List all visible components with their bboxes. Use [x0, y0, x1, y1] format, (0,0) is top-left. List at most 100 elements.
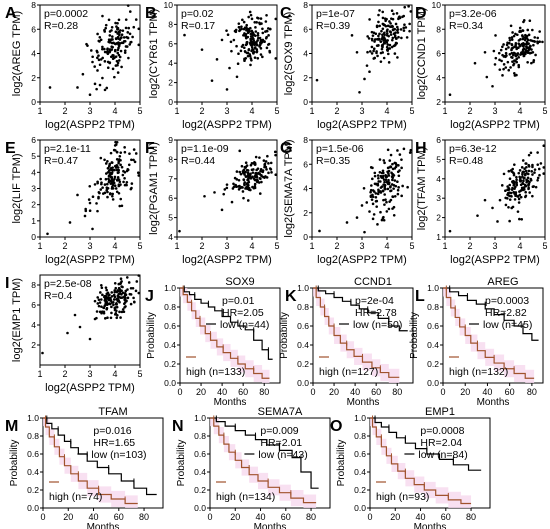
data-point — [517, 56, 520, 59]
y-tick-label: 0 — [31, 232, 36, 242]
x-tick-label: 40 — [350, 387, 360, 397]
data-point — [128, 152, 131, 155]
data-point — [101, 45, 104, 49]
data-point — [116, 294, 120, 298]
y-tick-label: 4 — [436, 73, 441, 83]
data-point — [235, 44, 238, 48]
y-axis-label: Probability — [336, 440, 347, 487]
data-point — [531, 163, 534, 167]
data-point — [408, 29, 411, 33]
stat-label: HR=1.65 — [93, 437, 135, 449]
data-point — [118, 180, 122, 184]
data-point — [118, 33, 121, 37]
data-point — [128, 10, 132, 13]
data-point — [137, 274, 141, 277]
data-point — [117, 171, 120, 174]
data-point — [387, 178, 390, 182]
data-point — [386, 47, 390, 51]
data-point — [105, 189, 108, 192]
data-point — [225, 29, 228, 32]
data-point — [365, 201, 369, 204]
data-point — [388, 20, 391, 23]
data-point — [408, 22, 411, 26]
data-point — [110, 311, 113, 315]
data-point — [103, 158, 106, 162]
data-point — [250, 46, 254, 49]
data-point — [520, 186, 524, 190]
data-point — [114, 37, 118, 40]
data-point — [255, 178, 259, 182]
data-point — [101, 56, 104, 60]
low-survival-curve — [210, 417, 319, 489]
data-point — [527, 186, 530, 190]
data-point — [108, 162, 112, 166]
data-point — [372, 31, 376, 35]
data-point — [110, 26, 114, 29]
data-point — [387, 34, 390, 38]
data-point — [518, 43, 521, 47]
data-point — [253, 182, 257, 186]
data-point — [368, 18, 371, 21]
y-tick-label: 0.2 — [194, 485, 206, 495]
panel-j: J 0 20 40 60 80 0.0 0.2 0.4 0.6 0.8 1.0 Months Probab… — [145, 276, 281, 408]
data-point — [232, 38, 236, 42]
data-point — [84, 207, 87, 211]
data-point — [409, 148, 413, 152]
data-point — [96, 56, 99, 60]
data-point — [502, 172, 506, 176]
data-point — [531, 165, 534, 169]
x-tick-label: 20 — [196, 387, 206, 397]
data-point — [391, 38, 394, 42]
data-point — [396, 188, 400, 192]
data-point — [237, 26, 241, 29]
data-point — [97, 58, 101, 62]
data-point — [534, 185, 538, 189]
data-point — [403, 5, 407, 9]
data-point — [126, 296, 130, 300]
data-point — [135, 280, 139, 283]
panel-b: B 1 2 3 4 5 0 2 4 6 8 10 log2(ASPP2 TPM) log2(CYR61 T… — [145, 0, 280, 131]
data-point — [518, 175, 521, 179]
legend-low: low (n=103) — [91, 449, 146, 461]
data-point — [106, 291, 110, 295]
x-tick-label: 20 — [63, 512, 73, 522]
data-point — [114, 187, 118, 190]
data-point — [242, 168, 246, 172]
data-point — [105, 86, 109, 90]
data-point — [126, 288, 129, 291]
panel-letter: F — [145, 140, 155, 157]
data-point — [508, 36, 511, 40]
data-point — [258, 192, 262, 195]
data-point — [385, 29, 389, 33]
data-point — [116, 51, 120, 55]
data-point — [530, 61, 533, 65]
data-point — [529, 177, 533, 181]
y-axis-label: log2(SOX9 TPM) — [283, 12, 295, 96]
data-point — [237, 22, 241, 25]
x-tick-label: 4 — [112, 369, 117, 379]
data-point — [261, 55, 264, 59]
data-point — [116, 63, 119, 67]
data-point — [119, 36, 123, 39]
data-point — [230, 200, 234, 204]
y-tick-label: 0 — [303, 97, 308, 107]
y-tick-label: 2 — [31, 200, 36, 210]
data-point — [120, 310, 124, 314]
y-tick-label: 8 — [436, 24, 441, 34]
data-point — [96, 296, 100, 299]
panel-letter: L — [415, 288, 425, 305]
data-point — [243, 58, 246, 61]
data-point — [507, 68, 511, 72]
data-point — [510, 206, 514, 210]
data-point — [125, 180, 129, 184]
x-tick-label: 5 — [274, 106, 279, 116]
data-point — [393, 167, 397, 170]
y-tick-label: 0.6 — [27, 449, 39, 459]
data-point — [256, 34, 260, 37]
data-point — [121, 29, 125, 32]
data-point — [81, 72, 85, 76]
data-point — [508, 219, 511, 223]
data-point — [372, 47, 376, 51]
data-point — [498, 58, 501, 62]
